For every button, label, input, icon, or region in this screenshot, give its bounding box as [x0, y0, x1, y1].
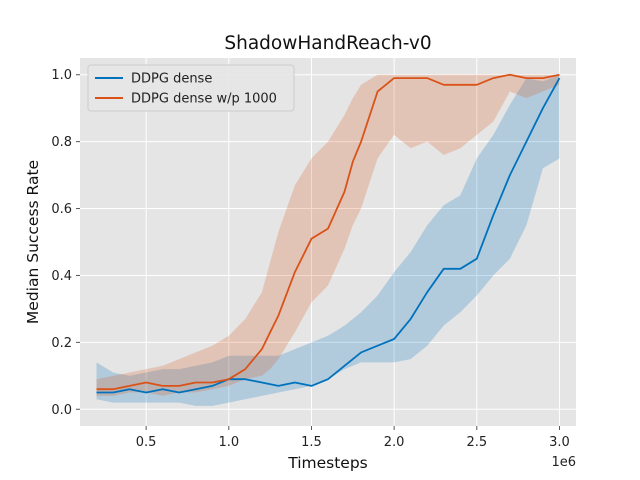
chart-title: ShadowHandReach-v0 — [224, 33, 431, 54]
grid — [80, 58, 576, 426]
y-tick-label: 1.0 — [51, 68, 72, 83]
y-axis-label: Median Success Rate — [24, 160, 42, 324]
series-line-0 — [96, 77, 561, 394]
legend-box — [87, 64, 295, 112]
y-tick-label: 0.0 — [51, 403, 72, 418]
series-lines — [96, 73, 561, 394]
x-tick-label: 0.5 — [136, 435, 157, 450]
confidence-band-0 — [96, 74, 560, 406]
x-tick-label: 2.5 — [466, 435, 487, 450]
y-tick-label: 0.6 — [51, 202, 72, 217]
plot-area — [80, 58, 576, 426]
y-axis: 0.0 0.2 0.4 0.6 0.8 1.0 — [51, 68, 80, 418]
x-tick-label: 1.0 — [218, 435, 239, 450]
y-tick-label: 0.4 — [51, 269, 72, 284]
confidence-bands — [96, 74, 560, 406]
legend-label-0: DDPG dense — [131, 72, 212, 87]
legend: DDPG dense DDPG dense w/p 1000 — [87, 64, 295, 112]
x-axis-label: Timesteps — [287, 454, 368, 472]
x-tick-label: 3.0 — [549, 435, 570, 450]
series-line-1 — [96, 73, 560, 391]
x-tick-label: 2.0 — [384, 435, 405, 450]
x-tick-label: 1.5 — [301, 435, 322, 450]
confidence-band-1 — [96, 74, 560, 396]
y-tick-label: 0.2 — [51, 336, 72, 351]
y-tick-label: 0.8 — [51, 135, 72, 150]
x-axis: 0.5 1.0 1.5 2.0 2.5 3.0 — [136, 426, 570, 450]
x-axis-offset-label: 1e6 — [551, 455, 576, 470]
legend-label-1: DDPG dense w/p 1000 — [131, 92, 277, 107]
